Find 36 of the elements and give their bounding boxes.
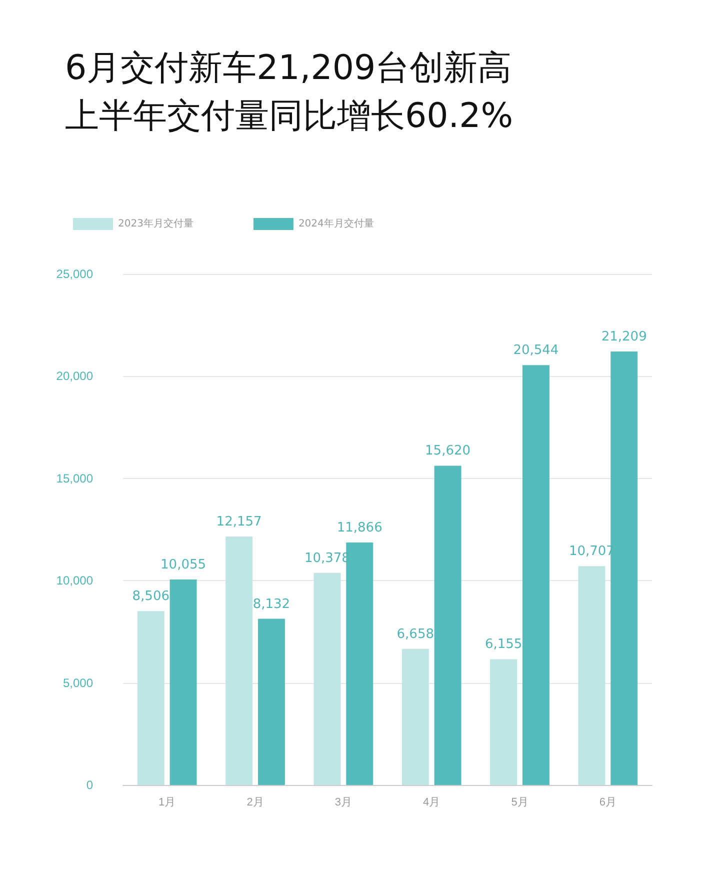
data-label: 12,157 bbox=[216, 514, 262, 530]
y-tick-label: 15,000 bbox=[56, 471, 94, 486]
bar bbox=[578, 566, 606, 785]
data-label: 8,132 bbox=[252, 596, 290, 612]
data-label: 15,620 bbox=[425, 444, 471, 459]
y-tick-label: 20,000 bbox=[56, 369, 94, 384]
x-tick-label: 4月 bbox=[423, 796, 440, 808]
y-tick-label: 10,000 bbox=[56, 574, 94, 588]
data-label: 21,209 bbox=[601, 329, 647, 344]
legend-label: 2023年月交付量 bbox=[118, 218, 194, 230]
bar bbox=[522, 365, 550, 785]
y-tick-label: 5,000 bbox=[62, 676, 94, 690]
bar bbox=[434, 466, 462, 785]
legend-label: 2024年月交付量 bbox=[298, 218, 374, 230]
x-tick-label: 1月 bbox=[158, 796, 176, 808]
y-tick-label: 25,000 bbox=[56, 267, 94, 281]
data-label: 6,155 bbox=[484, 637, 522, 652]
data-label: 20,544 bbox=[513, 343, 559, 358]
data-label: 10,055 bbox=[160, 557, 206, 572]
x-tick-label: 5月 bbox=[511, 796, 528, 808]
bar bbox=[258, 618, 285, 785]
bar bbox=[170, 579, 197, 785]
chart-subtitle: 上半年交付量同比增长60.2% bbox=[65, 96, 514, 136]
x-tick-label: 6月 bbox=[599, 796, 616, 808]
bar bbox=[226, 536, 253, 785]
bar bbox=[314, 572, 341, 785]
data-label: 6,658 bbox=[396, 626, 434, 642]
x-tick-label: 2月 bbox=[246, 796, 264, 808]
bar bbox=[402, 648, 429, 785]
y-tick-label: 0 bbox=[86, 778, 94, 792]
data-label: 8,506 bbox=[132, 589, 170, 604]
bar bbox=[490, 659, 518, 785]
chart-title: 6月交付新车21,209台创新高 bbox=[65, 48, 512, 88]
x-tick-label: 3月 bbox=[334, 796, 352, 808]
data-label: 11,866 bbox=[336, 520, 382, 536]
bar bbox=[137, 611, 164, 785]
